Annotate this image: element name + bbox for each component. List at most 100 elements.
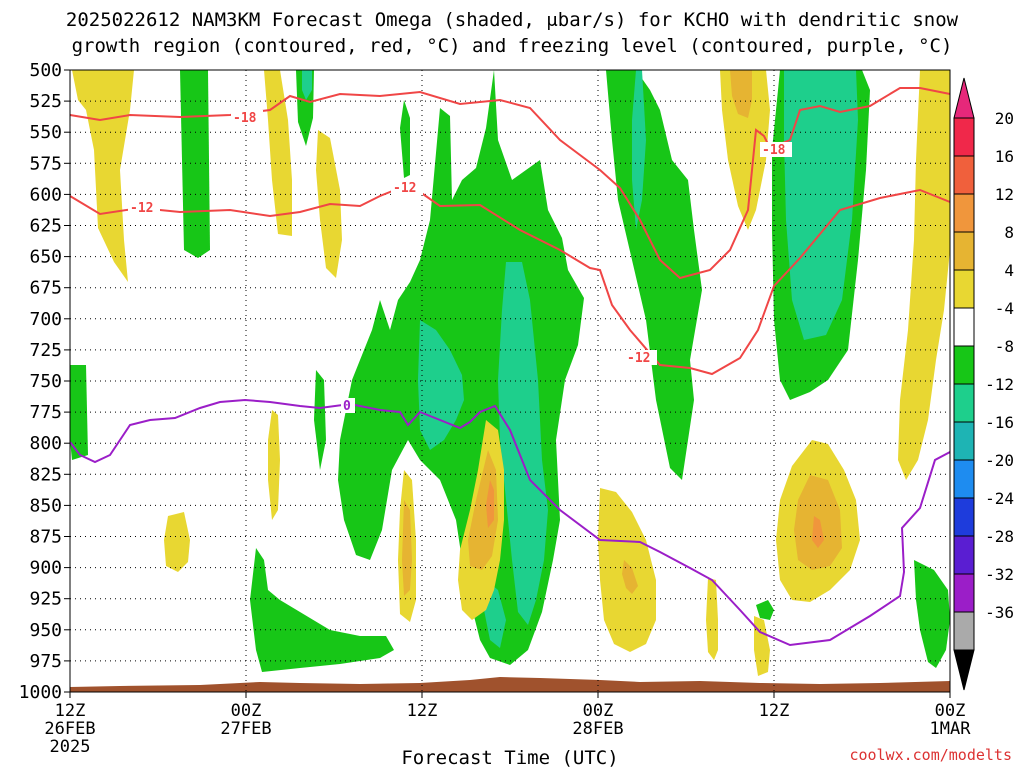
omega-region-orange <box>402 500 412 596</box>
contour-label-minus18: -18 <box>762 143 786 158</box>
omega-region-teal <box>302 70 312 100</box>
omega-region-orange <box>730 70 752 118</box>
omega-region-deep-orange <box>812 516 824 548</box>
colorbar-label: -8 <box>995 337 1014 356</box>
colorbar-bin <box>953 307 975 347</box>
y-tick-label: 675 <box>29 278 62 299</box>
x-tick-label: 2025 <box>50 737 91 757</box>
y-tick-label: 950 <box>29 620 62 641</box>
y-tick-label: 600 <box>29 184 62 205</box>
y-tick-label: 975 <box>29 651 62 672</box>
colorbar-label: -28 <box>985 527 1014 546</box>
x-axis-label: Forecast Time (UTC) <box>401 747 618 768</box>
colorbar-label: -4 <box>995 299 1014 318</box>
colorbar-bin <box>953 611 975 651</box>
chart-title-line1: 2025022612 NAM3KM Forecast Omega (shaded… <box>66 9 959 31</box>
x-tick-label: 1MAR <box>930 719 972 739</box>
x-tick-label: 26FEB <box>44 719 95 739</box>
y-tick-label: 750 <box>29 371 62 392</box>
y-tick-label: 650 <box>29 247 62 268</box>
omega-region-green <box>756 600 774 620</box>
colorbar-bin <box>953 535 975 575</box>
contour-label-minus12: -12 <box>130 201 153 216</box>
plot-area: -18 -12 -12 -12 -18 0 <box>69 69 951 693</box>
colorbar-bin <box>953 421 975 461</box>
omega-region-orange <box>468 450 498 570</box>
x-tick-label: 00Z <box>935 701 966 721</box>
contour-freezing-level <box>69 398 951 647</box>
contour-minus18 <box>69 87 951 280</box>
omega-region-teal <box>498 262 548 625</box>
y-tick-label: 625 <box>29 216 62 237</box>
y-tick-label: 725 <box>29 340 62 361</box>
omega-region-green <box>914 560 950 668</box>
colorbar-bin <box>953 155 975 195</box>
colorbar-label: -16 <box>985 413 1014 432</box>
omega-region-yellow <box>268 410 280 520</box>
x-tick-label: 00Z <box>583 701 614 721</box>
y-tick-label: 775 <box>29 402 62 423</box>
terrain-band <box>70 677 950 692</box>
x-tick-label: 27FEB <box>220 719 271 739</box>
x-tick-label: 28FEB <box>572 719 623 739</box>
y-tick-label: 1000 <box>19 682 62 703</box>
y-tick-label: 500 <box>29 60 62 81</box>
y-axis: 500 525 550 575 600 625 650 675 700 725 750 775 800 8… <box>19 60 70 703</box>
y-tick-label: 800 <box>29 433 62 454</box>
omega-shading-strong <box>302 70 858 648</box>
omega-region-yellow <box>72 70 134 282</box>
omega-region-teal <box>418 320 464 450</box>
omega-region-green <box>250 548 394 672</box>
omega-region-green <box>70 365 88 460</box>
colorbar-label: -24 <box>985 489 1014 508</box>
colorbar-bin <box>953 231 975 271</box>
omega-region-green <box>400 100 410 178</box>
dgz-contours <box>69 87 951 376</box>
x-tick-label: 12Z <box>55 701 86 721</box>
y-tick-label: 850 <box>29 495 62 516</box>
colorbar-bin <box>953 459 975 499</box>
colorbar-label: -36 <box>985 603 1014 622</box>
contour-label-zero: 0 <box>343 399 351 414</box>
colorbar: 20 16 12 8 4 -4 -8 -12 -16 -20 -24 -28 -32 -36 <box>953 77 1014 691</box>
omega-region-yellow <box>720 70 770 230</box>
colorbar-bin <box>953 497 975 537</box>
y-tick-label: 525 <box>29 91 62 112</box>
contour-label-minus12: -12 <box>393 181 416 196</box>
x-tick-label: 00Z <box>231 701 262 721</box>
colorbar-bin <box>953 573 975 613</box>
omega-region-teal <box>784 70 858 340</box>
contour-minus12 <box>69 186 951 376</box>
colorbar-bin <box>953 193 975 233</box>
colorbar-bin <box>953 345 975 385</box>
colorbar-bin <box>953 383 975 423</box>
omega-region-green <box>314 370 326 470</box>
omega-region-yellow <box>164 512 190 572</box>
omega-region-deep-orange <box>486 480 494 528</box>
y-tick-label: 875 <box>29 527 62 548</box>
y-tick-label: 925 <box>29 589 62 610</box>
colorbar-top-arrow <box>953 77 975 119</box>
y-tick-label: 575 <box>29 153 62 174</box>
colorbar-label: -32 <box>985 565 1014 584</box>
omega-region-orange <box>622 560 638 594</box>
y-tick-label: 825 <box>29 464 62 485</box>
y-tick-label: 900 <box>29 558 62 579</box>
omega-region-green <box>606 70 702 480</box>
chart-title-line2: growth region (contoured, red, °C) and f… <box>72 35 953 57</box>
omega-region-green <box>180 70 210 258</box>
y-tick-label: 550 <box>29 122 62 143</box>
colorbar-label: -12 <box>985 375 1014 394</box>
colorbar-label: 8 <box>1004 223 1014 242</box>
colorbar-label: -20 <box>985 451 1014 470</box>
colorbar-bin <box>953 269 975 309</box>
x-tick-label: 12Z <box>759 701 790 721</box>
colorbar-label: 20 <box>995 109 1014 128</box>
omega-region-teal <box>632 70 646 230</box>
contour-label-minus12: -12 <box>627 351 650 366</box>
colorbar-bottom-arrow <box>953 649 975 691</box>
contour-label-minus18: -18 <box>233 111 257 126</box>
